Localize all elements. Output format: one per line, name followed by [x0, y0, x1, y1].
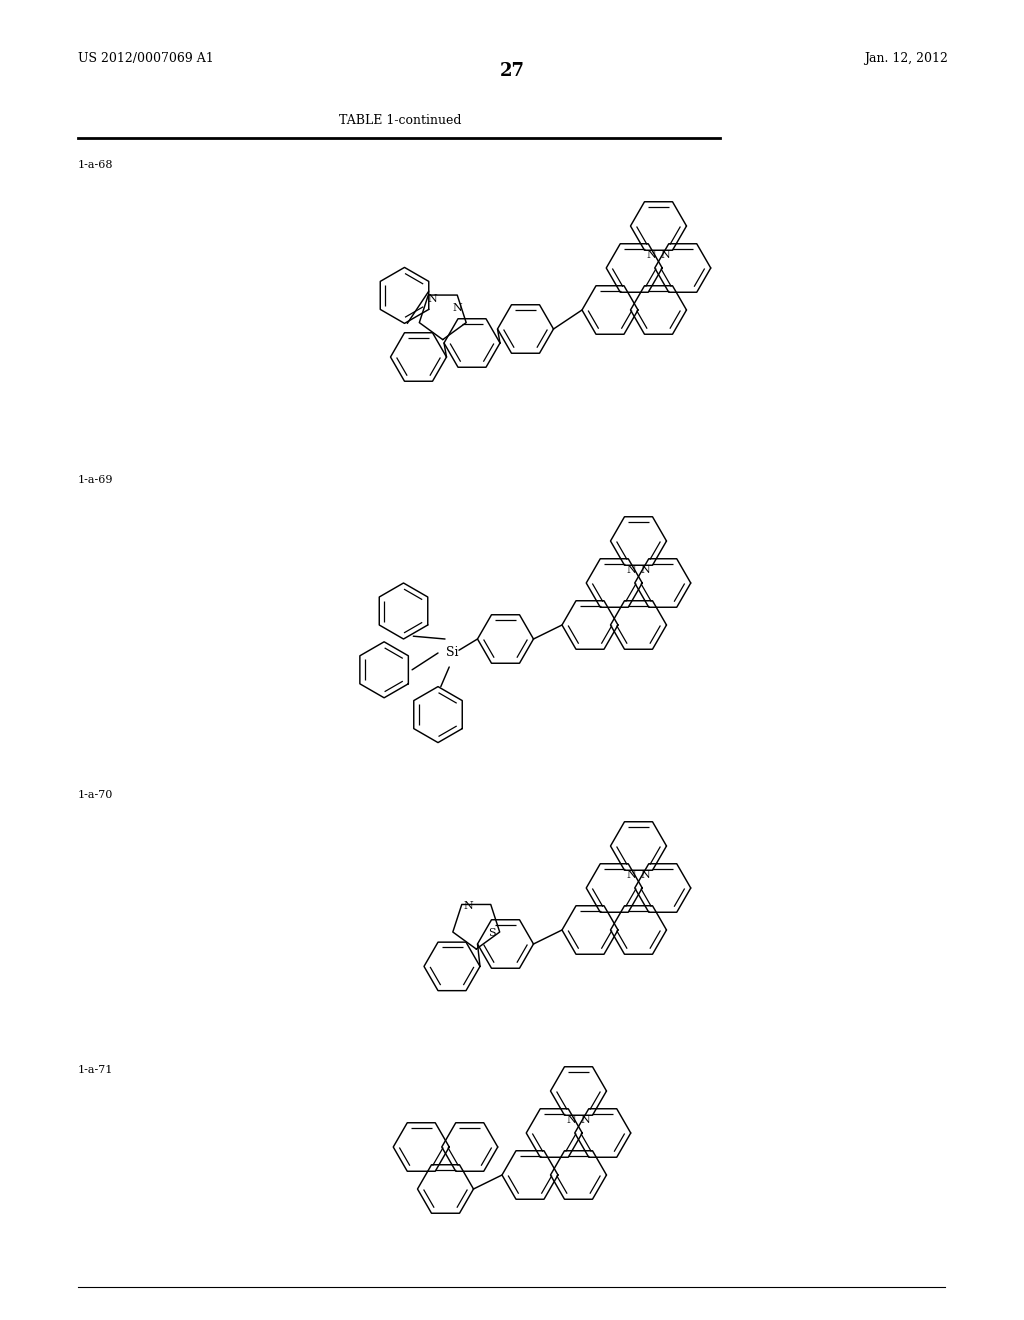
Text: N: N — [566, 1115, 577, 1126]
Text: 27: 27 — [500, 62, 524, 81]
Text: Si: Si — [445, 647, 459, 660]
Text: N: N — [640, 565, 650, 576]
Text: N: N — [647, 251, 656, 260]
Text: N: N — [463, 902, 473, 911]
Text: 1-a-71: 1-a-71 — [78, 1065, 114, 1074]
Text: US 2012/0007069 A1: US 2012/0007069 A1 — [78, 51, 214, 65]
Text: N: N — [427, 294, 437, 304]
Text: N: N — [640, 870, 650, 880]
Text: N: N — [453, 304, 462, 313]
Text: 1-a-70: 1-a-70 — [78, 789, 114, 800]
Text: N: N — [627, 870, 637, 880]
Text: N: N — [581, 1115, 590, 1126]
Text: TABLE 1-continued: TABLE 1-continued — [339, 114, 461, 127]
Text: 1-a-68: 1-a-68 — [78, 160, 114, 170]
Text: Jan. 12, 2012: Jan. 12, 2012 — [864, 51, 948, 65]
Text: S: S — [487, 928, 496, 937]
Text: N: N — [660, 251, 671, 260]
Text: N: N — [627, 565, 637, 576]
Text: 1-a-69: 1-a-69 — [78, 475, 114, 484]
